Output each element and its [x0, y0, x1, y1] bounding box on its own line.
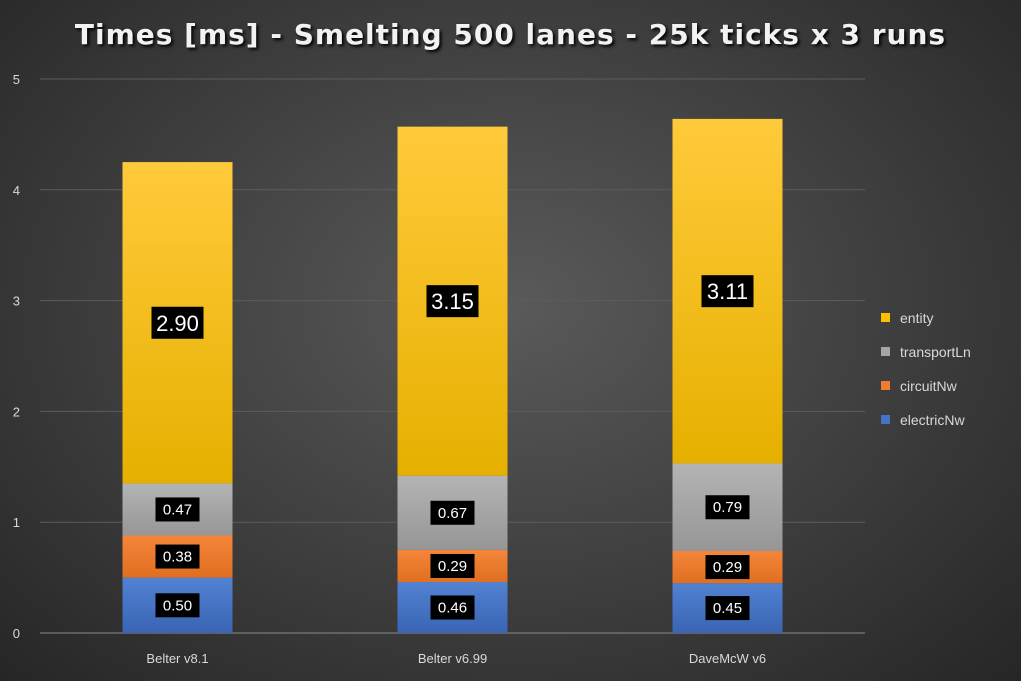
data-label-box — [155, 497, 200, 522]
data-label: 0.67 — [438, 505, 467, 522]
data-label: 0.50 — [163, 597, 192, 614]
y-tick-label: 3 — [13, 294, 20, 309]
data-label: 0.38 — [163, 549, 192, 566]
data-label-box — [705, 495, 750, 520]
legend-swatch-circuitNw — [881, 381, 890, 390]
data-label-box — [430, 595, 475, 620]
x-tick-label: Belter v6.99 — [418, 651, 487, 666]
data-label: 0.29 — [438, 558, 467, 575]
data-label-box — [426, 285, 479, 318]
data-label: 0.45 — [713, 600, 742, 617]
x-tick-label: DaveMcW v6 — [689, 651, 766, 666]
data-label: 0.29 — [713, 559, 742, 576]
legend-swatch-electricNw — [881, 415, 890, 424]
x-tick-label: Belter v8.1 — [146, 651, 208, 666]
legend-swatch-entity — [881, 313, 890, 322]
data-label-box — [155, 544, 200, 569]
y-tick-label: 4 — [13, 183, 20, 198]
data-label: 0.79 — [713, 499, 742, 516]
data-label-box — [430, 500, 475, 525]
y-tick-label: 1 — [13, 515, 20, 530]
data-label-box — [701, 275, 754, 308]
data-label: 3.11 — [707, 279, 748, 304]
legend-label: electricNw — [900, 412, 965, 428]
y-tick-label: 2 — [13, 404, 20, 419]
y-tick-label: 5 — [13, 72, 20, 87]
y-tick-label: 0 — [13, 626, 20, 641]
legend-label: circuitNw — [900, 378, 958, 394]
data-label: 0.46 — [438, 600, 467, 617]
chart-title: Times [ms] - Smelting 500 lanes - 25k ti… — [74, 18, 947, 51]
legend-swatch-transportLn — [881, 347, 890, 356]
data-label: 2.90 — [156, 311, 199, 336]
data-label: 3.15 — [431, 289, 474, 314]
legend-label: entity — [900, 310, 933, 326]
data-label-box — [705, 555, 750, 580]
data-label-box — [430, 553, 475, 578]
data-label-box — [151, 306, 204, 339]
data-label-box — [705, 596, 750, 621]
data-label-box — [155, 593, 200, 618]
data-label: 0.47 — [163, 501, 192, 518]
legend-label: transportLn — [900, 344, 971, 360]
